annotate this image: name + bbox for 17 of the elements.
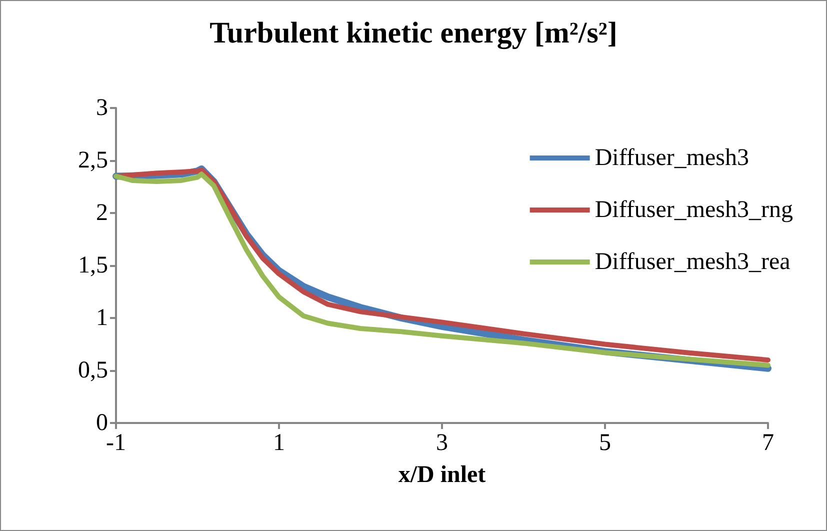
- x-tick-label: 5: [599, 430, 611, 456]
- legend-label: Diffuser_mesh3_rea: [594, 249, 791, 275]
- y-tick-label: 0,5: [78, 358, 108, 384]
- y-tick-label: 2,5: [78, 148, 108, 174]
- x-tick-label: -1: [106, 430, 126, 456]
- x-tick-label: 3: [436, 430, 448, 456]
- x-axis-title: x/D inlet: [398, 462, 486, 488]
- y-tick-label: 3: [96, 95, 108, 121]
- x-tick-label: 1: [273, 430, 285, 456]
- y-tick-label: 2: [96, 200, 108, 226]
- y-tick-label: 1: [96, 305, 108, 331]
- x-tick-label: 7: [762, 430, 774, 456]
- legend-label: Diffuser_mesh3: [594, 145, 750, 171]
- chart-title: Turbulent kinetic energy [m²/s²]: [210, 16, 618, 50]
- y-tick-label: 1,5: [78, 252, 108, 278]
- y-tick-label: 0: [96, 410, 108, 436]
- legend-label: Diffuser_mesh3_rng: [594, 197, 793, 223]
